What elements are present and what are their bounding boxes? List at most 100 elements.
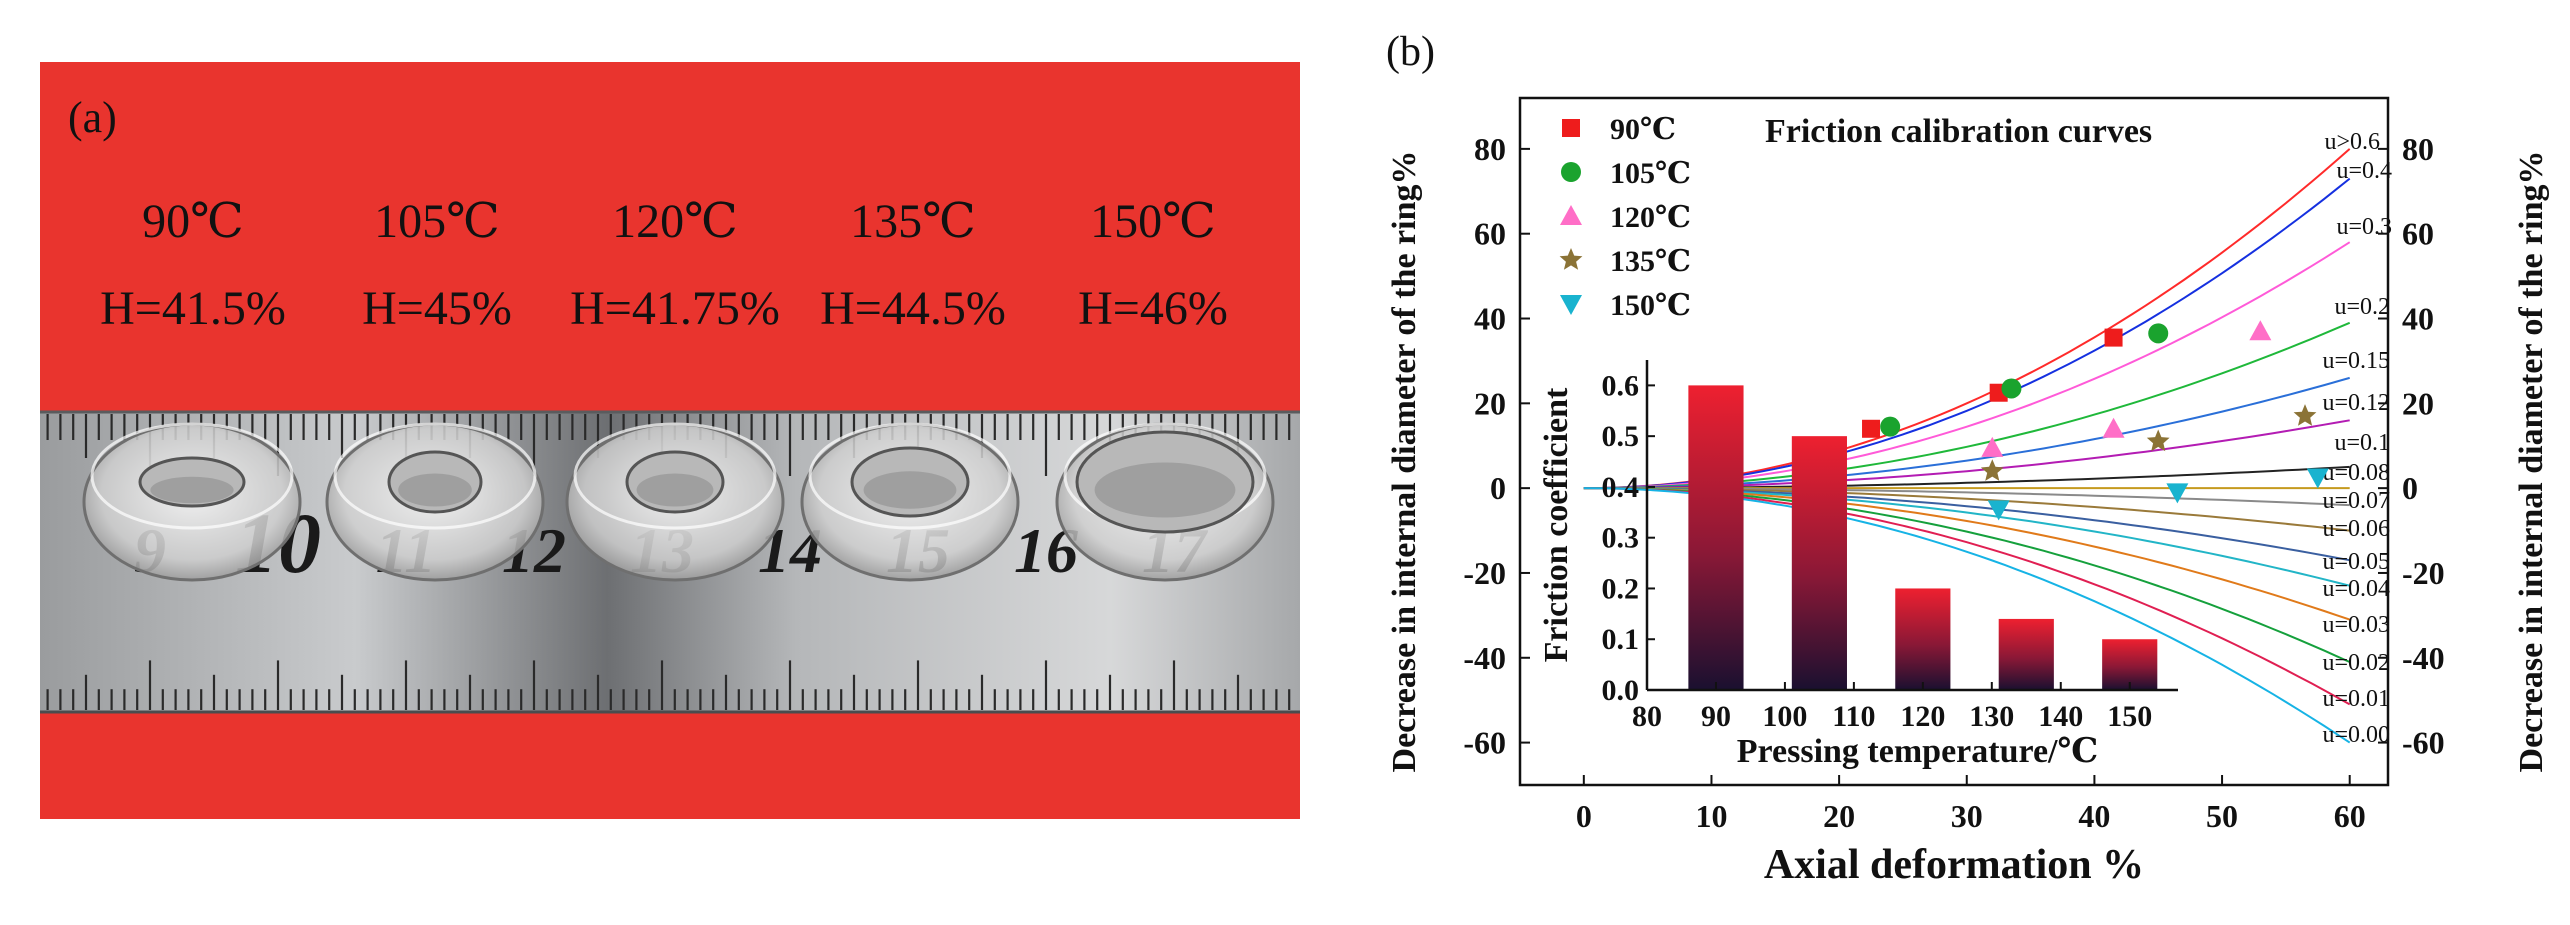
y-tick-label-right: 0 xyxy=(2402,470,2418,506)
data-point-triangle-up xyxy=(1981,436,2004,457)
inset-y-tick-label: 0.5 xyxy=(1602,420,1640,453)
inset-y-axis-label: Friction coefficient xyxy=(1538,387,1575,662)
plot-frame xyxy=(1518,96,2390,787)
x-tick-label: 60 xyxy=(2334,798,2366,834)
legend-label: 135℃ xyxy=(1610,245,1691,278)
inset-x-tick-label: 130 xyxy=(1969,700,2014,733)
curve-label: u=0.1 xyxy=(2334,430,2390,456)
y-tick-label-right: 80 xyxy=(2402,131,2434,167)
x-tick-label: 0 xyxy=(1576,798,1592,834)
curve-label: u=0.01 xyxy=(2322,686,2390,712)
panel-label-b: (b) xyxy=(1386,29,1435,75)
y-tick-label-left: 60 xyxy=(1474,216,1506,252)
curve-label: u=0.05 xyxy=(2322,549,2390,575)
curve-label: u>0.6 xyxy=(2324,129,2380,155)
legend-label: 150℃ xyxy=(1610,289,1691,322)
curve-label: u=0.07 xyxy=(2322,488,2390,514)
y-tick-label-right: -60 xyxy=(2402,725,2445,761)
inset-y-tick-label: 0.2 xyxy=(1602,572,1640,605)
chart-title: Friction calibration curves xyxy=(1765,113,2152,150)
x-tick-label: 30 xyxy=(1951,798,1983,834)
inset-x-tick-label: 100 xyxy=(1762,700,1807,733)
curve-label: u=0.08 xyxy=(2322,460,2390,486)
ring-hole-shadow xyxy=(863,471,957,509)
y-tick-label-right: 60 xyxy=(2402,216,2434,252)
curve-label: u=0.04 xyxy=(2322,576,2390,602)
y-tick-label-left: 20 xyxy=(1474,385,1506,421)
inset-y-tick-label: 0.0 xyxy=(1602,674,1640,707)
curve-label: u=0.00 xyxy=(2322,722,2390,748)
curve-label: u=0.2 xyxy=(2334,294,2390,320)
ring-hole-shadow xyxy=(636,473,714,507)
legend-marker xyxy=(1560,205,1582,225)
ring-top-edge xyxy=(90,422,294,530)
friction-chart: (b)u>0.6u=0.4u=0.3u=0.2u=0.15u=0.12u=0.1… xyxy=(1386,29,2550,888)
ring-hole-shadow xyxy=(150,476,234,504)
sample-height-label: H=41.5% xyxy=(100,282,286,335)
sample-temperature-label: 90℃ xyxy=(142,195,244,248)
curve-label: u=0.15 xyxy=(2322,348,2390,374)
sample-temperature-label: 150℃ xyxy=(1090,195,1216,248)
data-point-star xyxy=(2146,429,2170,452)
x-tick-label: 10 xyxy=(1695,798,1727,834)
inset-y-tick-label: 0.1 xyxy=(1602,623,1640,656)
y-tick-label-left: -40 xyxy=(1463,640,1506,676)
data-point-square xyxy=(1862,419,1881,438)
inset-bar xyxy=(1688,385,1744,690)
y-axis-label-left: Decrease in internal diameter of the rin… xyxy=(1386,151,1423,773)
data-point-triangle-down xyxy=(1987,500,2010,521)
ring-top-edge xyxy=(333,422,537,530)
inset-bar xyxy=(1791,436,1847,690)
data-point-square xyxy=(2104,328,2123,347)
y-tick-label-left: -60 xyxy=(1463,725,1506,761)
panel-label-a: (a) xyxy=(68,93,117,142)
sample-height-label: H=44.5% xyxy=(820,282,1006,335)
inset-y-tick-label: 0.3 xyxy=(1602,522,1640,555)
legend: 90℃ 105℃ 120℃ 135℃ 150℃ xyxy=(1559,113,1691,322)
data-point-star xyxy=(2293,404,2317,426)
data-point-triangle-up xyxy=(2249,320,2272,341)
legend-label: 120℃ xyxy=(1610,201,1691,234)
inset-y-tick-label: 0.6 xyxy=(1602,369,1640,402)
sample-labels: 90℃ H=41.5% 105℃ H=45% 120℃ H=41.75% 135℃ H=44.… xyxy=(100,195,1228,335)
chart-panel: (b) u>0.6 u=0.4 u=0.3 u=0.2 u=0.15 u=0.12 u=0.1… xyxy=(1370,20,2570,920)
y-tick-label-left: 80 xyxy=(1474,131,1506,167)
data-point-circle xyxy=(2001,378,2022,399)
main-axes: -60 -60 -40 -40 -20 -20 0 0 20 20 40 40 60 60 80 80 0 10 2… xyxy=(1386,96,2550,888)
y-tick-label-left: 40 xyxy=(1474,301,1506,337)
inset-x-tick-label: 120 xyxy=(1900,700,1945,733)
ring-top-edge xyxy=(808,422,1012,530)
ring-hole-shadow xyxy=(398,473,472,507)
y-axis-label-right: Decrease in internal diameter of the rin… xyxy=(2513,151,2550,773)
y-tick-label-right: -20 xyxy=(2402,555,2445,591)
y-tick-label-right: 40 xyxy=(2402,301,2434,337)
data-point-triangle-up xyxy=(2102,417,2125,438)
inset-x-tick-label: 150 xyxy=(2107,700,2152,733)
data-point-triangle-down xyxy=(2166,483,2189,504)
data-markers xyxy=(1862,320,2329,521)
inset-bar xyxy=(1998,618,2054,690)
y-tick-label-left: 0 xyxy=(1490,470,1506,506)
legend-label: 105℃ xyxy=(1610,157,1691,190)
data-point-circle xyxy=(1880,416,1901,437)
sample-temperature-label: 105℃ xyxy=(374,195,500,248)
legend-marker xyxy=(1560,295,1582,315)
curve-label: u=0.02 xyxy=(2322,650,2390,676)
inset-y-tick-label: 0.4 xyxy=(1602,471,1640,504)
inset-bar xyxy=(1895,588,1951,690)
ring-hole-shadow xyxy=(1094,462,1236,518)
legend-label: 90℃ xyxy=(1610,113,1676,146)
curve-label: u=0.4 xyxy=(2336,158,2392,184)
photo-panel: 91011121314151617 (a) 90℃H=41.5%105℃H=45… xyxy=(40,62,1300,819)
photo-illustration: 91011121314151617 (a) 90℃H=41.5%105℃H=45… xyxy=(40,62,1300,819)
inset-bar-chart: 0.0 0.1 0.2 0.3 0.4 0.5 0.6 80 90 100 110 120 130 140… xyxy=(1538,360,2178,770)
inset-bar xyxy=(2102,639,2158,690)
inset-x-axis-label: Pressing temperature/℃ xyxy=(1737,733,2098,770)
x-tick-label: 40 xyxy=(2078,798,2110,834)
sample-ring xyxy=(1055,422,1275,582)
sample-ring xyxy=(82,422,302,582)
legend-marker xyxy=(1561,162,1581,182)
sample-rings xyxy=(82,422,1275,582)
curve-label: u=0.3 xyxy=(2336,214,2392,240)
